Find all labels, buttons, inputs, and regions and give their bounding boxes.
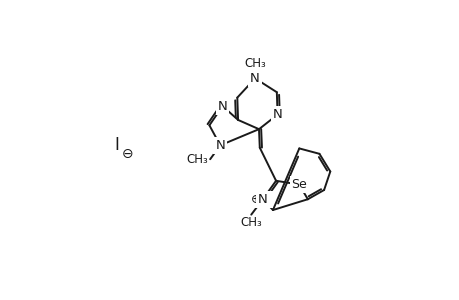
Text: I: I	[114, 136, 119, 154]
Text: CH₃: CH₃	[244, 57, 265, 70]
Text: N: N	[250, 72, 259, 85]
Text: ⊕: ⊕	[250, 193, 261, 206]
Text: ⊖: ⊖	[121, 147, 133, 161]
Text: CH₃: CH₃	[240, 216, 262, 229]
Text: N⁺: N⁺	[254, 193, 270, 206]
Text: N: N	[257, 193, 267, 206]
Text: N: N	[215, 139, 224, 152]
Text: CH₃: CH₃	[186, 153, 208, 166]
Text: N: N	[272, 108, 282, 121]
Text: Se: Se	[291, 178, 307, 191]
Text: N: N	[217, 100, 227, 112]
